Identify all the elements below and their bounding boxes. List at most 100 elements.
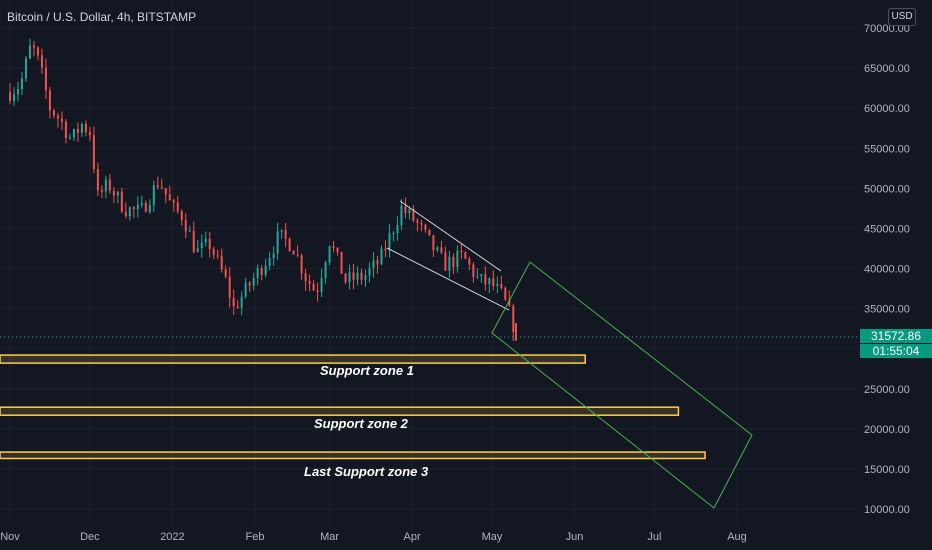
- x-tick-label: Jun: [566, 531, 584, 543]
- candle-body: [372, 260, 375, 269]
- bar-countdown-tag: 01:55:04: [860, 344, 932, 358]
- candle-body: [420, 222, 423, 225]
- candle-body: [172, 200, 175, 203]
- candle-body: [416, 220, 419, 223]
- candle-body: [180, 211, 183, 221]
- candle-body: [52, 110, 55, 116]
- zone-label-2: Support zone 2: [314, 416, 408, 431]
- candle-body: [112, 190, 115, 196]
- x-tick-label: Apr: [404, 531, 421, 543]
- projection-box[interactable]: [491, 261, 753, 509]
- candles: [9, 38, 517, 342]
- candle-body: [428, 229, 431, 236]
- candle-body: [388, 233, 391, 251]
- candle-body: [76, 129, 79, 133]
- x-tick-label: Dec: [80, 531, 100, 543]
- y-tick-label: 35000.00: [864, 304, 910, 316]
- price-axis[interactable]: 70000.00 65000.00 60000.00 55000.00 50000.00…: [864, 23, 910, 516]
- candle-body: [148, 205, 151, 212]
- candle-body: [124, 211, 127, 217]
- candle-body: [332, 246, 335, 248]
- candle-body: [260, 267, 263, 275]
- candle-body: [508, 299, 511, 307]
- candle-body: [100, 189, 103, 192]
- candle-body: [400, 205, 403, 226]
- candle-body: [360, 272, 363, 280]
- candle-body: [276, 231, 279, 254]
- candle-body: [272, 253, 275, 258]
- x-tick-label: Aug: [727, 531, 747, 543]
- candle-body: [84, 123, 87, 133]
- candle-body: [324, 262, 327, 278]
- candle-body: [168, 194, 171, 201]
- drawings: [386, 200, 753, 509]
- candle-body: [368, 268, 371, 276]
- candle-body: [344, 273, 347, 283]
- candle-body: [220, 255, 223, 270]
- candle-body: [120, 191, 123, 212]
- candle-body: [144, 202, 147, 212]
- support-zone-2[interactable]: [0, 406, 680, 416]
- y-tick-label: 40000.00: [864, 264, 910, 276]
- candle-body: [204, 238, 207, 243]
- candle-body: [496, 284, 499, 287]
- x-tick-label: Feb: [246, 531, 265, 543]
- y-tick-label: 55000.00: [864, 143, 910, 155]
- candle-body: [300, 255, 303, 274]
- candle-body: [312, 283, 315, 291]
- candle-body: [156, 185, 159, 188]
- candle-body: [160, 187, 163, 189]
- candle-body: [316, 290, 319, 293]
- candle-body: [68, 137, 71, 139]
- channel-upper-line[interactable]: [399, 200, 502, 272]
- candle-body: [476, 276, 479, 278]
- candle-body: [308, 281, 311, 284]
- candle-body: [20, 78, 23, 90]
- candle-body: [320, 277, 323, 293]
- candle-body: [352, 272, 355, 280]
- candle-body: [348, 272, 351, 283]
- candle-body: [356, 272, 359, 280]
- candle-body: [60, 118, 63, 122]
- candle-body: [444, 252, 447, 271]
- candle-body: [36, 47, 39, 56]
- support-zone-1[interactable]: [0, 354, 586, 364]
- candle-body: [164, 188, 167, 195]
- channel-lower-line[interactable]: [386, 247, 510, 311]
- candle-body: [256, 267, 259, 279]
- candle-body: [32, 45, 35, 48]
- support-zone-3[interactable]: [0, 451, 706, 460]
- candle-body: [16, 89, 19, 95]
- candle-body: [284, 229, 287, 239]
- candle-body: [288, 238, 291, 252]
- candle-body: [248, 282, 251, 286]
- y-tick-label: 45000.00: [864, 223, 910, 235]
- y-tick-label: 25000.00: [864, 384, 910, 396]
- y-tick-label: 50000.00: [864, 183, 910, 195]
- candle-body: [80, 123, 83, 133]
- candle-body: [252, 278, 255, 286]
- candle-body: [464, 252, 467, 259]
- time-axis[interactable]: Nov Dec 2022 Feb Mar Apr May Jun Jul Aug: [0, 531, 747, 543]
- currency-button[interactable]: USD: [888, 8, 916, 26]
- candle-body: [176, 202, 179, 212]
- candle-body: [436, 247, 439, 251]
- candle-body: [9, 92, 11, 101]
- candle-body: [152, 185, 155, 206]
- candle-body: [292, 251, 295, 255]
- grid: [0, 0, 860, 525]
- candle-body: [384, 248, 387, 251]
- candle-body: [28, 45, 31, 59]
- candle-body: [396, 225, 399, 234]
- candle-body: [228, 276, 231, 298]
- candle-body: [64, 121, 67, 138]
- candle-body: [188, 230, 191, 232]
- candle-body: [184, 220, 187, 232]
- candle-body: [340, 251, 343, 274]
- candle-body: [136, 204, 139, 210]
- candle-body: [296, 254, 299, 256]
- y-tick-label: 70000.00: [864, 23, 910, 35]
- y-tick-label: 10000.00: [864, 504, 910, 516]
- candle-body: [12, 94, 15, 101]
